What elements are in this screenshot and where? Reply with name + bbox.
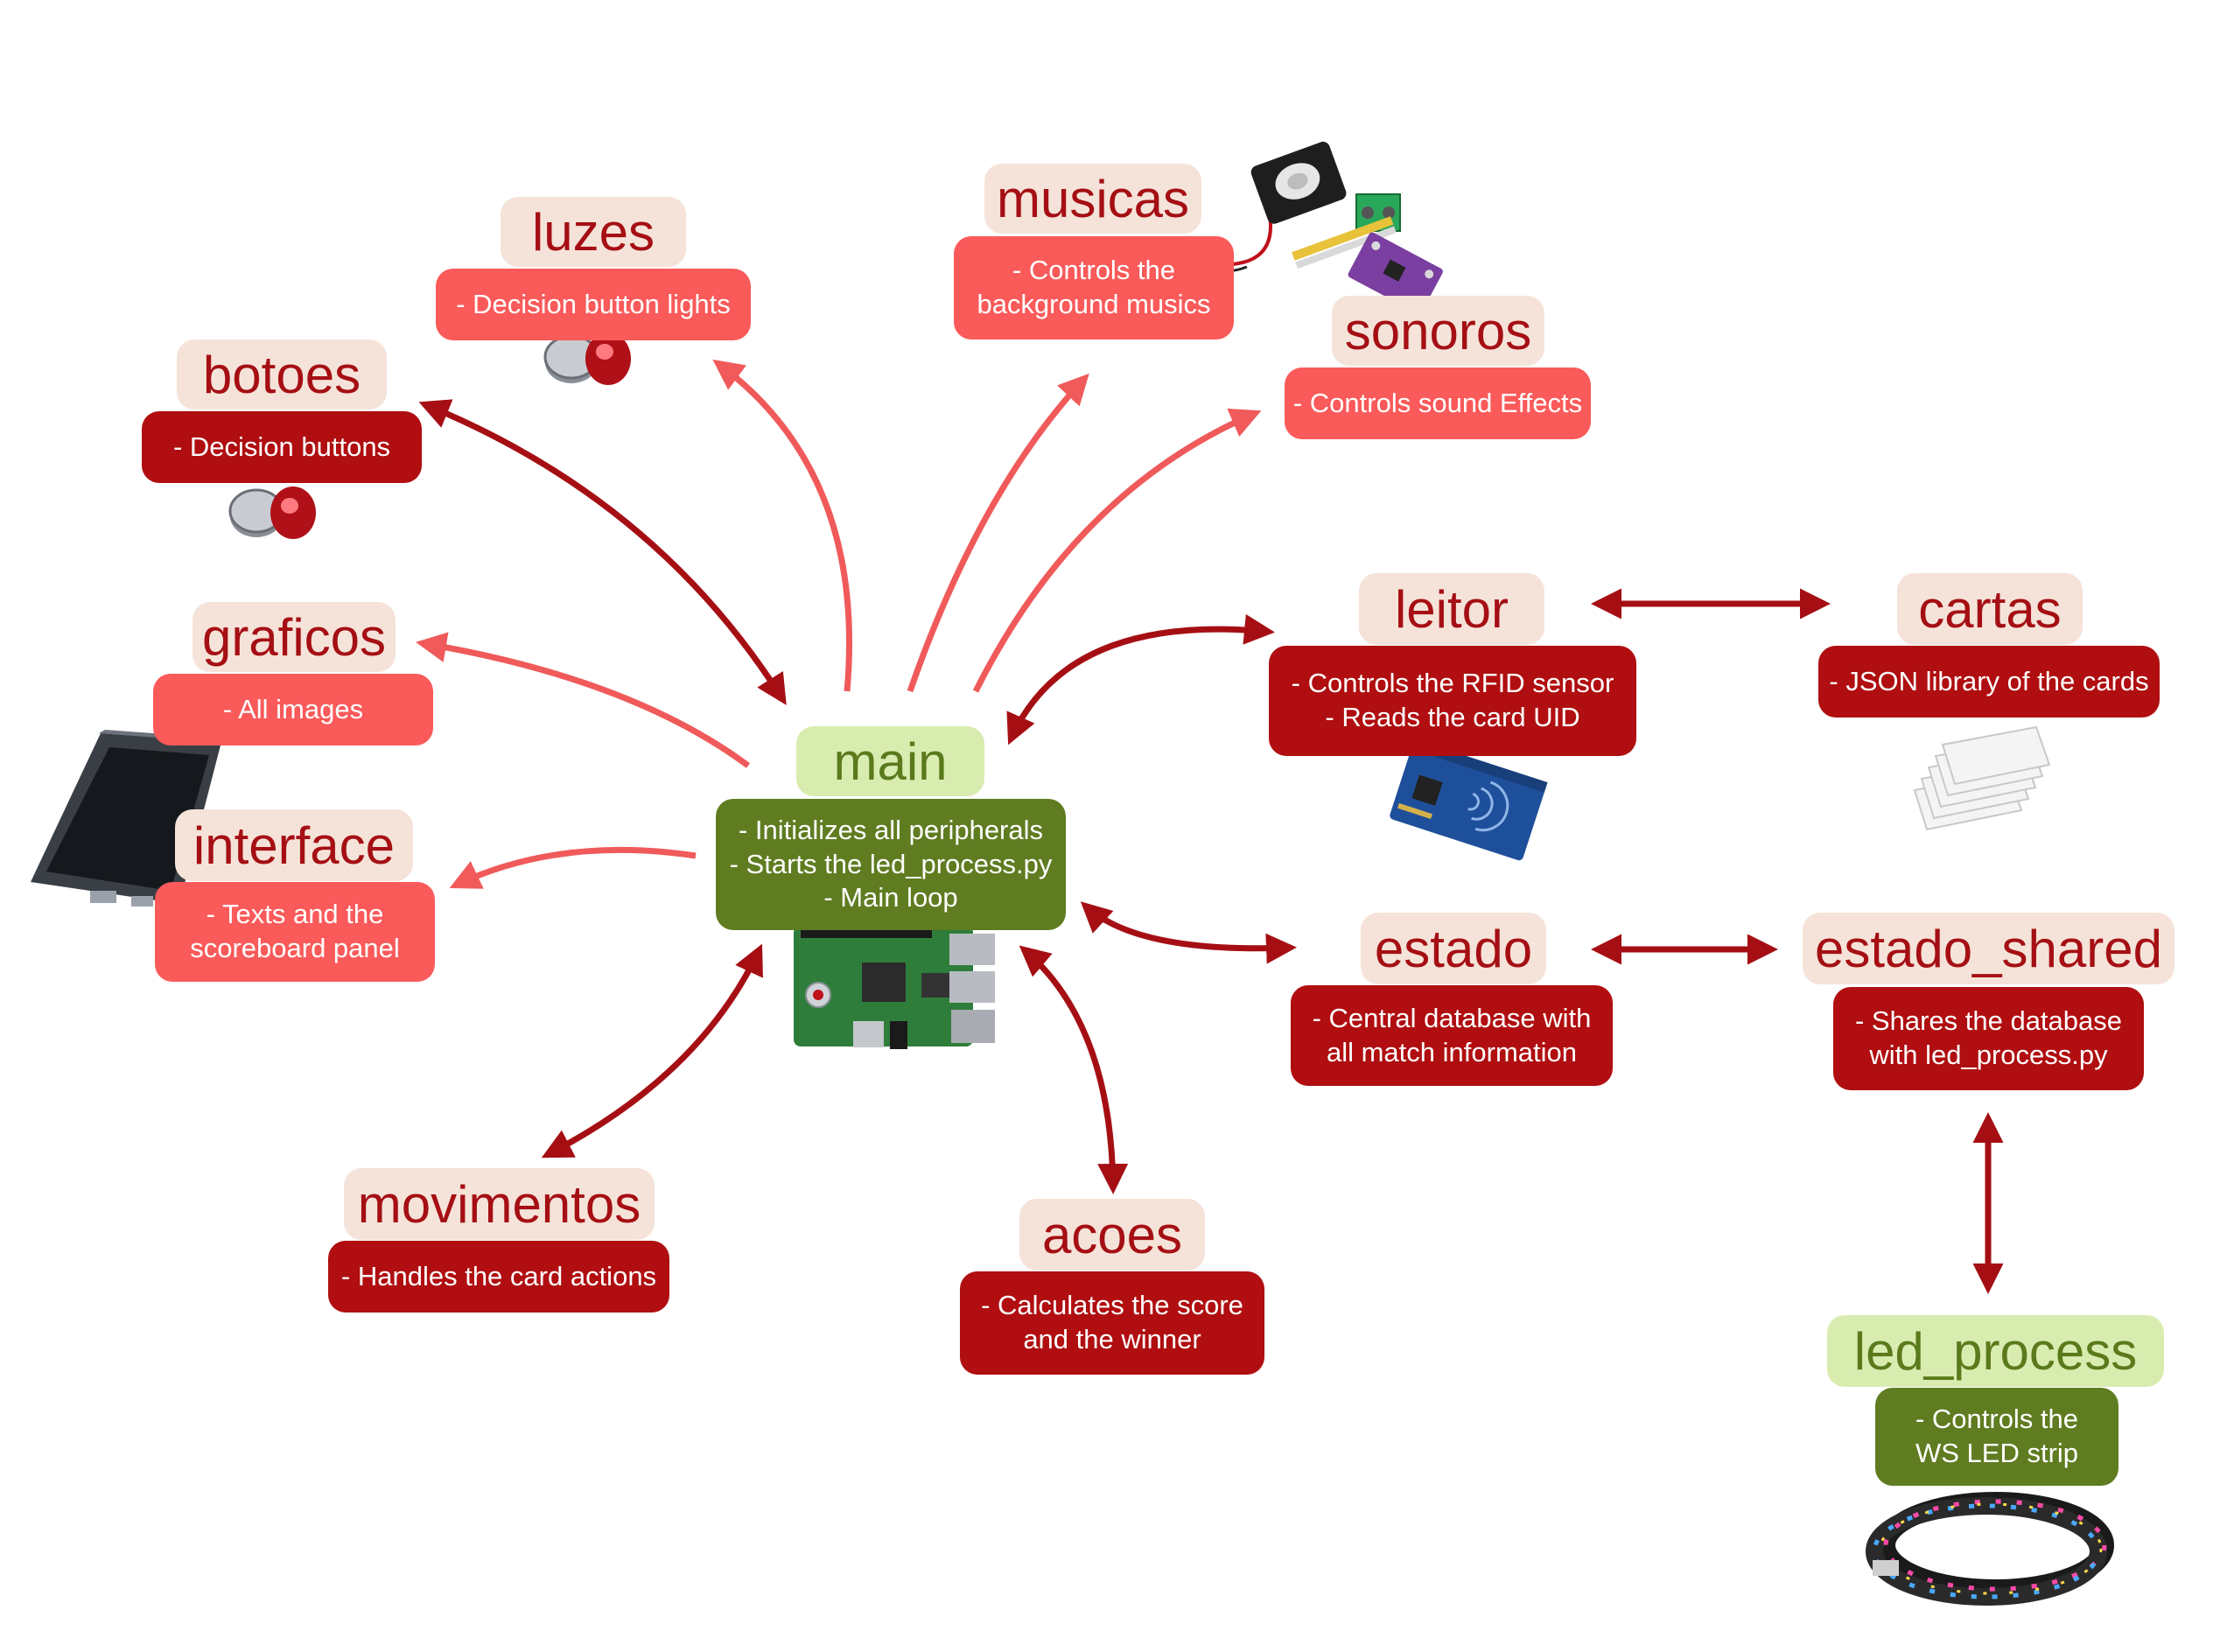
- desc-line: - Controls the: [1012, 255, 1176, 286]
- desc-line: - Handles the card actions: [340, 1260, 657, 1292]
- arrow-main-sonoros: [972, 408, 1262, 693]
- interface-title: interface: [175, 809, 413, 881]
- musicas-description: - Controls the background musics: [954, 236, 1234, 340]
- sonoros-title: sonoros: [1332, 296, 1544, 366]
- desc-line: and the winner: [1023, 1324, 1201, 1354]
- desc-line: - Decision buttons: [172, 430, 391, 462]
- musicas-title: musicas: [984, 164, 1201, 234]
- main-title: main: [796, 726, 984, 796]
- desc-line: - Main loop: [823, 882, 958, 914]
- led-process-description: - Controls the WS LED strip: [1875, 1388, 2118, 1486]
- graficos-title: graficos: [193, 602, 396, 672]
- led-strip-image: [1866, 1492, 2114, 1606]
- botoes-description: - Decision buttons: [142, 411, 422, 483]
- push-button-image: [228, 486, 316, 539]
- desc-line: - Controls the RFID sensor: [1291, 668, 1614, 699]
- desc-line: - Starts the led_process.py: [729, 848, 1053, 879]
- rfid-reader-image: [1390, 738, 1548, 861]
- cartas-description: - JSON library of the cards: [1818, 646, 2160, 718]
- acoes-title: acoes: [1019, 1199, 1205, 1270]
- arrow-main-movimentos: [541, 943, 763, 1158]
- interface-description: - Texts and the scoreboard panel: [155, 882, 435, 982]
- desc-line: all match information: [1326, 1036, 1577, 1068]
- desc-line: - Calculates the score: [981, 1290, 1243, 1321]
- desc-line: - Controls the: [1915, 1404, 2079, 1435]
- leitor-description: - Controls the RFID sensor - Reads the c…: [1269, 646, 1636, 756]
- main-description: - Initializes all peripherals - Starts t…: [716, 799, 1066, 930]
- sonoros-description: - Controls sound Effects: [1285, 368, 1591, 439]
- acoes-description: - Calculates the score and the winner: [960, 1271, 1264, 1375]
- desc-line: - Initializes all peripherals: [738, 814, 1044, 845]
- desc-line: scoreboard panel: [190, 933, 400, 963]
- arrow-main-interface: [449, 846, 697, 889]
- movimentos-description: - Handles the card actions: [328, 1241, 669, 1312]
- speaker-module-image: [1208, 141, 1443, 306]
- desc-line: - Decision button lights: [456, 288, 731, 319]
- movimentos-title: movimentos: [344, 1168, 655, 1240]
- desc-line: WS LED strip: [1915, 1438, 2079, 1468]
- graficos-description: - All images: [153, 674, 433, 746]
- desc-line: - Controls sound Effects: [1292, 387, 1583, 418]
- arrow-main-estado: [1080, 901, 1297, 964]
- desc-line: - All images: [222, 693, 364, 724]
- desc-line: - Shares the database: [1854, 1005, 2123, 1037]
- raspberry-pi-board-image: [794, 926, 995, 1049]
- estado-title: estado: [1361, 913, 1546, 984]
- arrow-main-leitor: [1006, 613, 1275, 746]
- arrow-main-graficos: [416, 632, 751, 768]
- desc-line: with led_process.py: [1869, 1040, 2108, 1070]
- arrow-main-musicas: [907, 373, 1089, 693]
- luzes-title: luzes: [501, 197, 686, 267]
- botoes-title: botoes: [177, 340, 387, 410]
- luzes-description: - Decision button lights: [436, 269, 751, 340]
- estado-shared-description: - Shares the database with led_process.p…: [1833, 987, 2144, 1090]
- arrow-main-acoes: [1019, 945, 1129, 1194]
- estado-shared-title: estado_shared: [1803, 913, 2174, 984]
- desc-line: - Reads the card UID: [1325, 702, 1580, 732]
- arrow-main-botoes: [418, 399, 787, 705]
- desc-line: - Texts and the: [206, 899, 384, 930]
- arrow-main-luzes: [712, 359, 852, 692]
- led-process-title: led_process: [1827, 1315, 2164, 1387]
- push-button-image: [543, 332, 631, 385]
- desc-line: - JSON library of the cards: [1829, 665, 2149, 696]
- cartas-title: cartas: [1897, 573, 2083, 645]
- leitor-title: leitor: [1359, 573, 1544, 645]
- desc-line: background musics: [977, 289, 1211, 319]
- desc-line: - Central database with: [1312, 1002, 1592, 1033]
- estado-description: - Central database with all match inform…: [1291, 985, 1613, 1086]
- rfid-cards-image: [1913, 725, 2051, 831]
